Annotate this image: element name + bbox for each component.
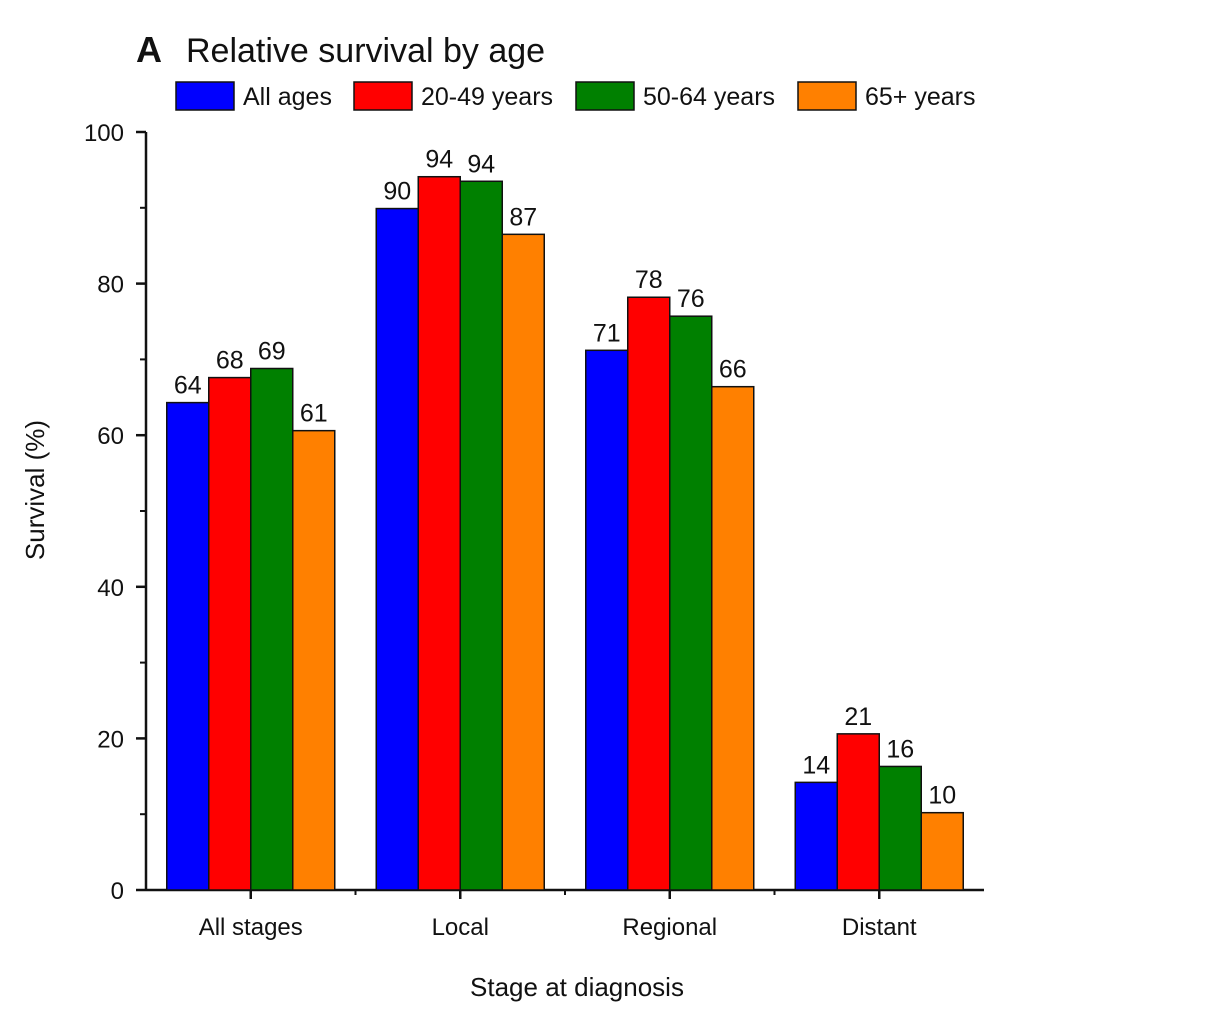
data-label-local-20-49-years: 94 [425, 146, 453, 174]
data-label-distant-65-years: 10 [928, 782, 956, 810]
bar-local-all-ages [375, 207, 419, 891]
data-label-all-stages-20-49-years: 68 [216, 347, 244, 375]
data-label-distant-20-49-years: 21 [844, 703, 872, 731]
data-label-local-all-ages: 90 [383, 178, 411, 206]
data-label-distant-all-ages: 14 [802, 751, 830, 779]
bar-all-stages-65-years [292, 429, 336, 891]
data-label-distant-50-64-years: 16 [886, 735, 914, 763]
y-tick-label: 60 [97, 423, 124, 450]
legend-label-65-years: 65+ years [865, 83, 976, 111]
bar-all-stages-50-64-years [250, 367, 294, 891]
legend-swatch-50-64-years [575, 81, 635, 111]
y-axis-title: Survival (%) [20, 420, 50, 560]
bar-distant-all-ages [794, 781, 838, 891]
data-label-regional-65-years: 66 [719, 356, 747, 384]
x-tick-label-regional: Regional [622, 914, 717, 941]
x-axis-title: Stage at diagnosis [470, 972, 684, 1002]
bar-regional-all-ages [585, 349, 629, 891]
bar-distant-65-years [920, 811, 964, 891]
data-label-regional-50-64-years: 76 [677, 285, 705, 313]
data-label-regional-all-ages: 71 [593, 319, 621, 347]
data-label-local-65-years: 87 [509, 203, 537, 231]
data-label-all-stages-50-64-years: 69 [258, 337, 286, 365]
bars [166, 175, 964, 891]
y-tick-label: 0 [111, 878, 124, 905]
chart-header: A Relative survival by age [136, 29, 545, 70]
legend-swatch-20-49-years [353, 81, 413, 111]
bar-all-stages-20-49-years [208, 376, 252, 891]
y-tick-label: 20 [97, 726, 124, 753]
x-tick-label-local: Local [432, 914, 489, 941]
bar-distant-50-64-years [878, 765, 922, 891]
x-tick-label-all-stages: All stages [199, 914, 303, 941]
data-label-all-stages-65-years: 61 [300, 400, 328, 428]
legend: All ages 20-49 years 50-64 years 65+ years [175, 81, 976, 111]
bar-regional-20-49-years [627, 296, 671, 891]
bar-local-50-64-years [459, 180, 503, 891]
data-label-all-stages-all-ages: 64 [174, 372, 202, 400]
data-label-local-50-64-years: 94 [467, 150, 495, 178]
panel-letter: A [136, 29, 162, 70]
bar-distant-20-49-years [836, 733, 880, 891]
legend-swatch-all-ages [175, 81, 235, 111]
y-tick-label: 80 [97, 272, 124, 299]
chart-title: Relative survival by age [186, 32, 545, 70]
bar-regional-65-years [711, 385, 755, 891]
bar-regional-50-64-years [669, 315, 713, 891]
bar-local-65-years [501, 233, 545, 891]
legend-label-20-49-years: 20-49 years [421, 83, 553, 111]
y-tick-label: 100 [84, 120, 124, 147]
bar-all-stages-all-ages [166, 401, 210, 891]
x-tick-label-distant: Distant [842, 914, 917, 941]
legend-swatch-65-years [797, 81, 857, 111]
y-tick-label: 40 [97, 575, 124, 602]
bar-local-20-49-years [417, 175, 461, 891]
legend-label-50-64-years: 50-64 years [643, 83, 775, 111]
legend-label-all-ages: All ages [243, 83, 332, 111]
data-label-regional-20-49-years: 78 [635, 266, 663, 294]
data-labels: 64 68 69 61 90 94 94 87 71 78 76 66 14 21 16 10 [174, 146, 956, 810]
